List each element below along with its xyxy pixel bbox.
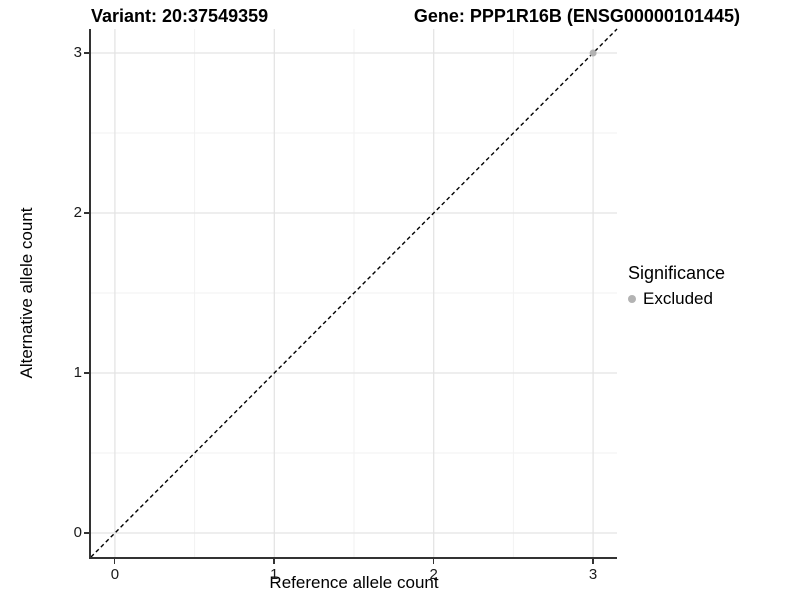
legend: Significance Excluded [628,263,798,309]
x-tick-mark [113,559,116,564]
scatter-plot [90,28,618,558]
x-tick-label: 1 [270,566,279,583]
legend-title: Significance [628,263,726,283]
x-axis-line [89,557,617,559]
y-tick-label: 0 [73,524,82,541]
data-point-excluded [589,49,597,57]
x-tick-label: 2 [429,566,438,583]
y-tick-label: 2 [73,204,82,221]
y-axis-title: Alternative allele count [17,207,36,379]
y-tick-mark [84,372,89,374]
y-tick-mark [84,532,89,534]
y-tick-mark [84,52,89,54]
y-axis-line [89,29,91,559]
y-tick-label: 3 [73,44,82,61]
legend-item-label: Excluded [643,289,713,308]
x-tick-label: 0 [110,566,120,583]
x-axis-title: Reference allele count [269,573,439,592]
identity-dashed-line [90,28,618,558]
x-tick-label: 3 [588,566,598,583]
x-tick-mark [432,559,435,564]
y-tick-label: 1 [73,364,82,381]
x-tick-mark [592,559,594,564]
legend-point-swatch [628,295,636,303]
x-tick-mark [273,559,275,564]
figure-title-row: Variant: 20:37549359 Gene: PPP1R16B (ENS… [91,4,740,28]
plot-panel [90,28,618,558]
gene-title: Gene: PPP1R16B (ENSG00000101445) [413,5,740,26]
y-tick-mark [84,212,89,214]
variant-title: Variant: 20:37549359 [91,5,269,26]
legend-item-excluded: Excluded [628,289,798,309]
